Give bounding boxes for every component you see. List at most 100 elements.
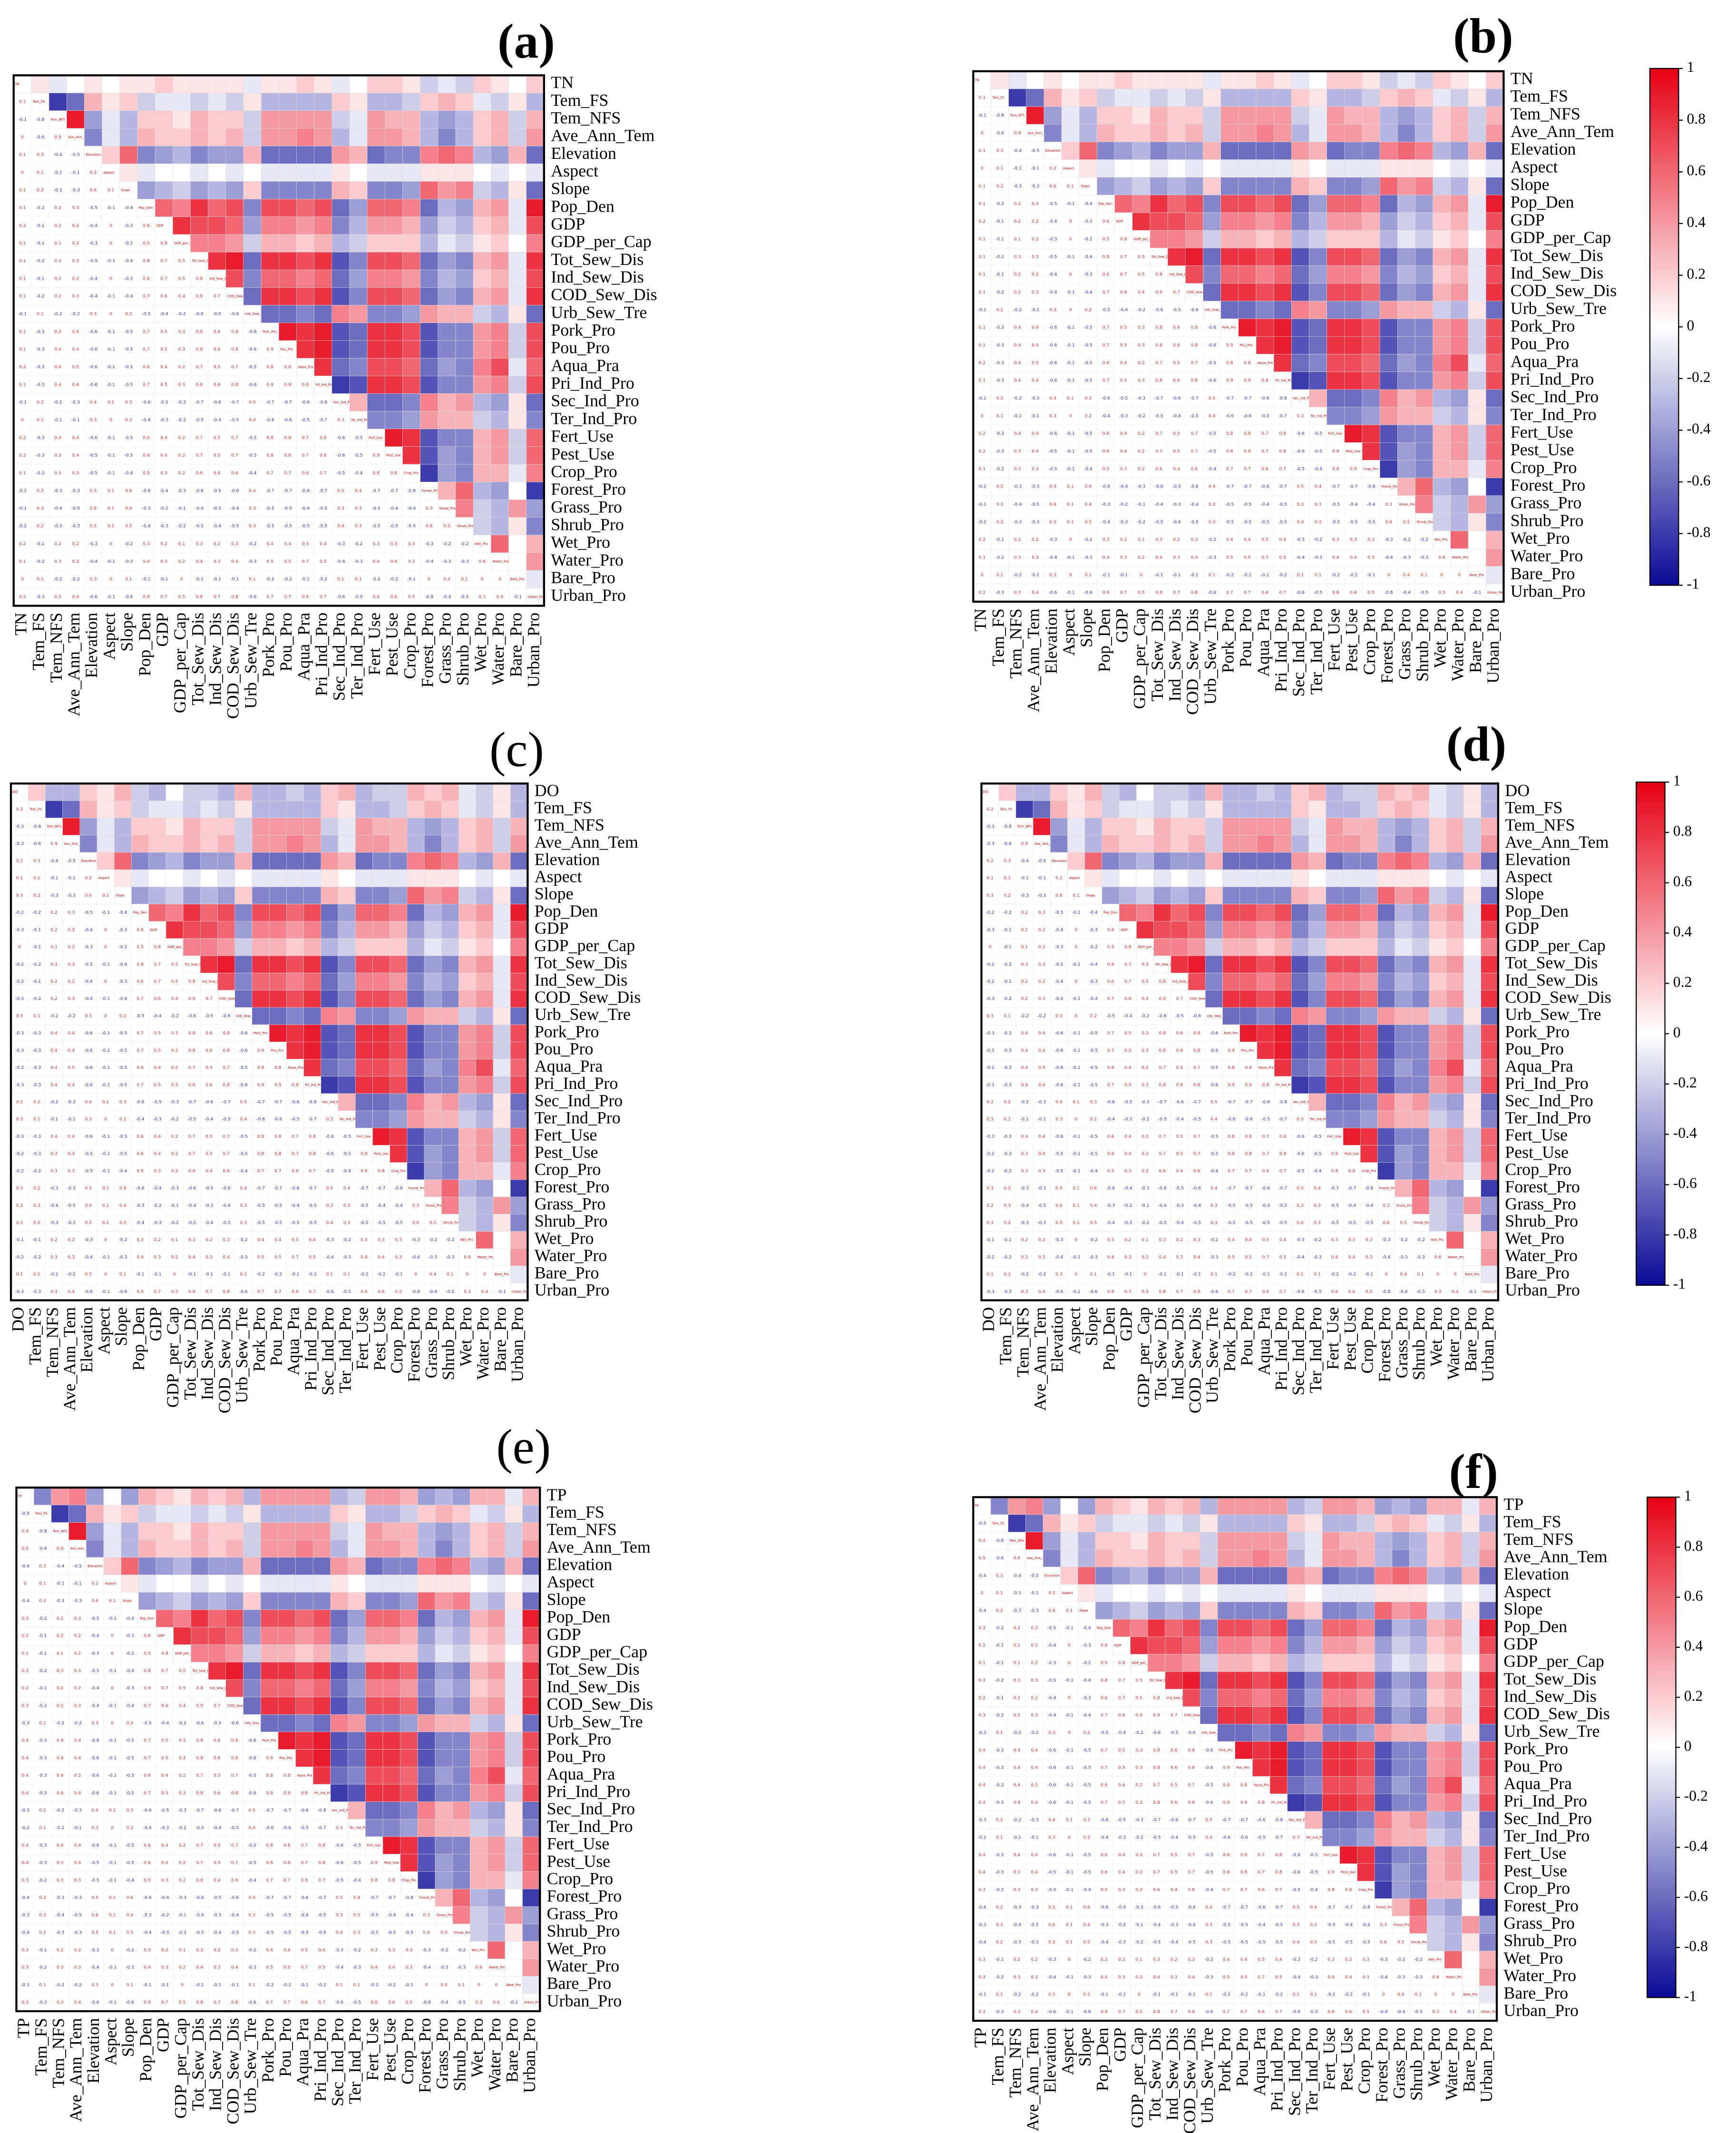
cell [1377, 869, 1395, 887]
cell [314, 269, 332, 288]
cell-value: -0.1 [1119, 573, 1128, 578]
cell [1485, 177, 1504, 196]
cell-value: 0.4 [54, 435, 61, 440]
cell [1188, 852, 1206, 870]
cell [508, 464, 527, 482]
cell [493, 1179, 511, 1197]
cell [1291, 372, 1309, 390]
cell-value: -0.5 [342, 1289, 351, 1294]
cell [473, 411, 491, 430]
cell-value: -0.4 [153, 1013, 162, 1018]
cell [155, 128, 173, 147]
cell-value: -0.3 [986, 824, 995, 829]
cell-value: 0.7 [231, 364, 238, 370]
cell-value: -0.2 [170, 1013, 179, 1018]
cell [526, 517, 545, 536]
cell [1397, 354, 1415, 372]
cell-value: 0.6 [1102, 431, 1110, 436]
cell [473, 429, 491, 447]
cell-value: -0.5 [1102, 307, 1110, 313]
cell-value: -0.2 [32, 962, 41, 967]
cell-value: -0.6 [248, 347, 257, 352]
cell-value: 0.5 [178, 594, 185, 599]
cell-value: -0.4 [124, 470, 133, 476]
cell [402, 146, 420, 164]
cell [441, 1093, 459, 1111]
cell-value: 0.3 [1141, 1048, 1149, 1053]
cell [390, 921, 408, 939]
cell [526, 552, 545, 571]
cell [1433, 124, 1451, 142]
cell [234, 904, 253, 922]
cell [155, 93, 173, 111]
cell-value: 0.5 [85, 1220, 92, 1225]
cell [455, 305, 474, 323]
cell [338, 783, 356, 801]
cell-value: 0.6 [478, 559, 486, 564]
cell [183, 904, 201, 922]
cell [1150, 124, 1168, 142]
lower-cell [31, 287, 49, 305]
cell [1360, 938, 1378, 956]
cell [1362, 177, 1380, 196]
cell [166, 852, 184, 870]
cell [1033, 818, 1051, 836]
cell [155, 146, 173, 164]
cell [1397, 460, 1415, 478]
cell [1344, 177, 1363, 196]
diagonal-label: Aspect [1063, 166, 1074, 170]
cell [234, 990, 253, 1008]
cell-value: -0.3 [1208, 555, 1216, 560]
cell [1362, 283, 1380, 302]
cell-value: 0.7 [1173, 590, 1180, 596]
diagonal-label: Pou_Pro [280, 347, 293, 351]
lower-cell [84, 287, 102, 305]
cell [438, 429, 456, 447]
cell-value: 0.6 [137, 927, 144, 932]
cell-value: 0.9 [1021, 841, 1028, 846]
cell-value: 0.6 [302, 470, 309, 476]
cell [1463, 955, 1481, 973]
cell-value: 0.3 [1315, 502, 1322, 507]
cell [1222, 835, 1240, 853]
column-label: Sec_Ind_Pro [330, 613, 349, 701]
cell [1203, 230, 1221, 248]
cell-value: 0.3 [50, 962, 58, 967]
column-label: Ave_Ann_Tem [60, 1307, 79, 1411]
cell [119, 163, 138, 182]
cell-value: -0.1 [50, 876, 59, 881]
cell [1362, 318, 1380, 337]
diagonal-label: Shrub_Pro [1416, 520, 1433, 524]
cell [1061, 124, 1080, 142]
cell-value: 0.9 [284, 382, 292, 387]
cell [349, 93, 368, 111]
cell [190, 128, 208, 147]
cell-value: -0.3 [118, 927, 127, 932]
cell-value: -0.3 [1089, 927, 1098, 932]
cell-value: -0.5 [319, 524, 327, 529]
cell-value: -0.4 [89, 559, 98, 564]
cell-value: -0.3 [1314, 555, 1322, 560]
cell [234, 887, 253, 904]
row-label: Pork_Pro [551, 321, 615, 340]
cell [1468, 106, 1486, 125]
cell [372, 1041, 390, 1059]
cell-value: 0.7 [292, 1151, 299, 1156]
cell [1450, 372, 1469, 390]
cell-value: 0.2 [119, 1117, 127, 1122]
cell [402, 234, 420, 253]
cell [390, 783, 408, 801]
cell [1185, 88, 1203, 107]
cell [372, 904, 390, 922]
cell-value: -0.4 [1049, 219, 1057, 224]
diagonal-label: Slope [1081, 184, 1090, 188]
cell-value: -0.2 [1031, 307, 1039, 313]
cell-value: 0.7 [1173, 290, 1180, 295]
cell-value: -0.1 [222, 1272, 231, 1277]
lower-cell [31, 128, 49, 147]
cell-value: -0.4 [84, 1254, 93, 1260]
cell [385, 269, 403, 288]
cell [1132, 71, 1151, 89]
cell [1170, 955, 1189, 973]
cell-value: 0.8 [1159, 1082, 1166, 1087]
